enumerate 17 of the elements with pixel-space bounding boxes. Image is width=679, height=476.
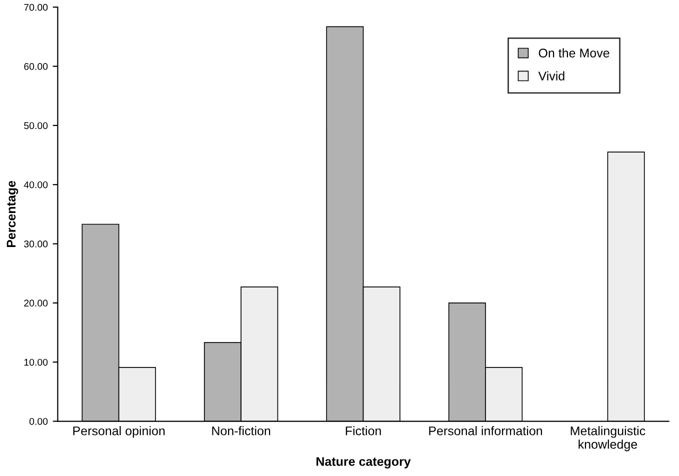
x-tick-label: Personal information bbox=[429, 426, 542, 436]
x-axis-title: Nature category bbox=[316, 457, 411, 468]
x-tick-label: Metalinguistic knowledge bbox=[570, 426, 646, 452]
y-tick-label: 30.00 bbox=[24, 240, 48, 248]
x-tick-label: Non-fiction bbox=[212, 426, 270, 436]
legend-label: On the Move bbox=[538, 48, 610, 58]
y-tick-label: 40.00 bbox=[24, 181, 48, 188]
y-tick-label: 70.00 bbox=[24, 4, 48, 11]
y-tick-label: 50.00 bbox=[24, 122, 48, 130]
x-tick-label: Personal opinion bbox=[73, 426, 165, 438]
y-tick-label: 0.00 bbox=[29, 418, 48, 425]
y-tick-label: 60.00 bbox=[24, 63, 48, 70]
y-axis-title: Percentage bbox=[6, 180, 18, 248]
y-tick-label: 20.00 bbox=[24, 300, 48, 307]
y-tick-label: 10.00 bbox=[24, 358, 48, 366]
x-tick-label: Fiction bbox=[346, 426, 381, 436]
legend-label: Vivid bbox=[538, 71, 564, 80]
